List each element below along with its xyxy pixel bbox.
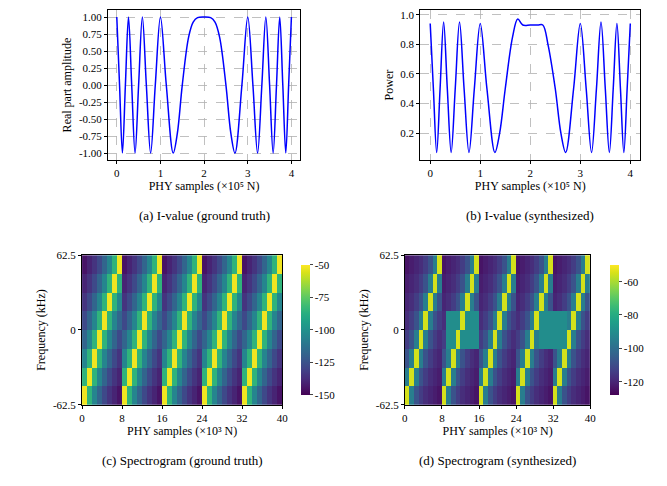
svg-text:0.4: 0.4 <box>400 97 414 109</box>
svg-text:-150: -150 <box>315 389 336 401</box>
svg-text:-125: -125 <box>315 356 336 368</box>
svg-text:3: 3 <box>245 167 251 179</box>
svg-text:40: 40 <box>277 412 289 424</box>
svg-text:40: 40 <box>585 412 597 424</box>
svg-text:-75: -75 <box>315 291 330 303</box>
svg-text:-100: -100 <box>624 342 645 354</box>
svg-text:0: 0 <box>79 412 85 424</box>
svg-text:0.2: 0.2 <box>400 127 414 139</box>
svg-text:-0.75: -0.75 <box>79 130 102 142</box>
svg-text:-1.00: -1.00 <box>79 147 102 159</box>
svg-text:Power: Power <box>382 70 396 101</box>
svg-text:0.75: 0.75 <box>83 28 103 40</box>
svg-text:-0.50: -0.50 <box>79 113 102 125</box>
svg-text:2: 2 <box>528 167 534 179</box>
svg-text:Frequency (kHz): Frequency (kHz) <box>34 289 48 371</box>
svg-text:62.5: 62.5 <box>379 249 399 261</box>
svg-text:-100: -100 <box>315 324 336 336</box>
svg-text:8: 8 <box>439 412 445 424</box>
svg-text:3: 3 <box>578 167 584 179</box>
svg-text:1.0: 1.0 <box>400 9 414 21</box>
svg-text:4: 4 <box>628 167 634 179</box>
svg-text:0: 0 <box>427 167 433 179</box>
svg-text:(b) I-value (synthesized): (b) I-value (synthesized) <box>466 208 594 223</box>
svg-text:4: 4 <box>289 167 295 179</box>
svg-text:-62.5: -62.5 <box>376 399 399 411</box>
svg-text:8: 8 <box>119 412 125 424</box>
svg-text:0: 0 <box>70 324 76 336</box>
svg-text:(a) I-value (ground truth): (a) I-value (ground truth) <box>139 208 270 223</box>
svg-text:32: 32 <box>237 412 248 424</box>
svg-text:PHY samples (×10⁵ N): PHY samples (×10⁵ N) <box>475 179 586 193</box>
svg-text:32: 32 <box>548 412 559 424</box>
svg-text:0.6: 0.6 <box>400 68 414 80</box>
svg-text:0.50: 0.50 <box>83 45 103 57</box>
svg-text:1.00: 1.00 <box>83 11 103 23</box>
svg-text:PHY samples (×10³ N): PHY samples (×10³ N) <box>442 424 552 438</box>
svg-text:-0.25: -0.25 <box>79 96 102 108</box>
svg-text:-60: -60 <box>624 276 639 288</box>
svg-text:1: 1 <box>477 167 483 179</box>
svg-text:(d) Spectrogram (synthesized): (d) Spectrogram (synthesized) <box>419 453 576 468</box>
svg-text:1: 1 <box>158 167 164 179</box>
svg-text:0.8: 0.8 <box>400 38 414 50</box>
svg-text:0: 0 <box>114 167 120 179</box>
svg-text:Frequency (kHz): Frequency (kHz) <box>357 289 371 371</box>
svg-text:0: 0 <box>402 412 408 424</box>
svg-text:PHY samples (×10⁵ N): PHY samples (×10⁵ N) <box>149 179 260 193</box>
svg-text:-50: -50 <box>315 259 330 271</box>
svg-text:-80: -80 <box>624 309 639 321</box>
svg-text:Real part amplitude: Real part amplitude <box>60 38 74 133</box>
svg-text:0: 0 <box>393 324 399 336</box>
svg-text:(c) Spectrogram (ground truth): (c) Spectrogram (ground truth) <box>102 453 263 468</box>
svg-text:16: 16 <box>474 412 486 424</box>
svg-text:24: 24 <box>197 412 209 424</box>
svg-text:16: 16 <box>157 412 169 424</box>
svg-text:24: 24 <box>511 412 523 424</box>
svg-text:-120: -120 <box>624 376 645 388</box>
svg-text:62.5: 62.5 <box>57 249 77 261</box>
svg-text:2: 2 <box>201 167 207 179</box>
svg-text:-62.5: -62.5 <box>53 399 76 411</box>
svg-text:PHY samples (×10³ N): PHY samples (×10³ N) <box>127 424 237 438</box>
svg-text:0.00: 0.00 <box>83 79 103 91</box>
svg-text:0.25: 0.25 <box>83 62 103 74</box>
